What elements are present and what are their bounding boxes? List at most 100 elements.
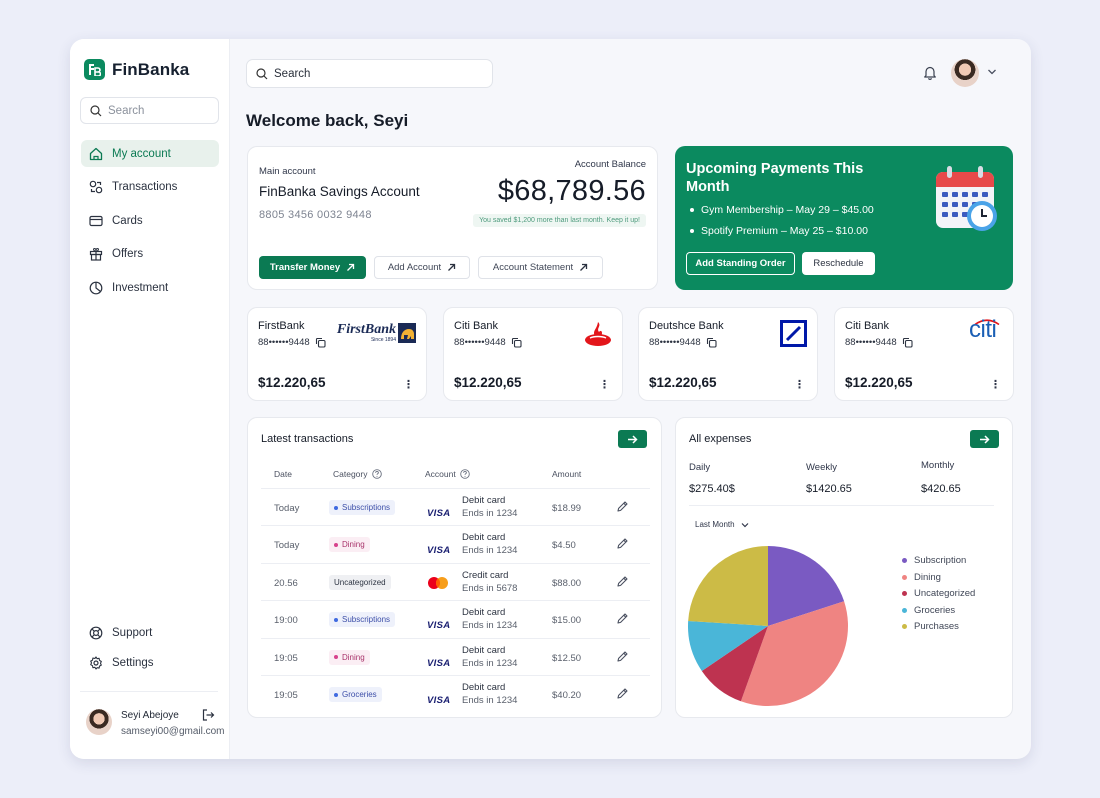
pie-slice-purchases[interactable] bbox=[688, 546, 768, 626]
account-type: Debit card bbox=[462, 495, 506, 506]
more-options-icon[interactable]: ⋮ bbox=[990, 379, 1001, 391]
table-row[interactable]: 20.56 Uncategorized Credit card Ends in 567… bbox=[261, 562, 650, 600]
visa-icon: VISA bbox=[427, 545, 451, 557]
sidebar-search-input[interactable]: Search bbox=[80, 97, 219, 124]
pie-slice-dining[interactable] bbox=[740, 601, 848, 706]
view-all-expenses-button[interactable] bbox=[970, 430, 999, 448]
bank-card-deutsche[interactable]: Deutshce Bank 88••••••9448 $12.220,65 ⋮ bbox=[638, 307, 818, 401]
weekly-label: Weekly bbox=[806, 462, 837, 473]
bank-name: Deutshce Bank bbox=[649, 320, 724, 332]
bank-name: Citi Bank bbox=[845, 320, 890, 332]
copy-icon[interactable] bbox=[706, 337, 717, 348]
sidebar-item-transactions[interactable]: Transactions bbox=[81, 174, 219, 201]
pie-legend: Subscription Dining Uncategorized Groceries… bbox=[902, 555, 975, 638]
help-icon[interactable] bbox=[371, 469, 382, 479]
sidebar-item-cards[interactable]: Cards bbox=[81, 207, 219, 234]
account-statement-button[interactable]: Account Statement bbox=[478, 256, 603, 279]
transfer-money-button[interactable]: Transfer Money bbox=[259, 256, 366, 279]
visa-icon: VISA bbox=[427, 695, 451, 706]
account-type: Debit card bbox=[462, 532, 506, 544]
reschedule-button[interactable]: Reschedule bbox=[802, 252, 875, 275]
copy-icon[interactable] bbox=[315, 337, 326, 348]
chevron-down-icon[interactable] bbox=[987, 68, 997, 76]
help-icon[interactable] bbox=[459, 469, 470, 479]
table-row[interactable]: Today Subscriptions VISA Debit card Ends in … bbox=[261, 488, 650, 525]
logout-icon[interactable] bbox=[201, 708, 215, 722]
bank-number: 88••••••9448 bbox=[649, 337, 717, 348]
card-brand: VISA bbox=[427, 615, 450, 633]
brand-logo[interactable]: FinBanka bbox=[84, 59, 189, 80]
sidebar-item-offers[interactable]: Offers bbox=[81, 241, 219, 268]
more-options-icon[interactable]: ⋮ bbox=[599, 379, 610, 391]
gear-icon bbox=[90, 655, 102, 670]
tx-date: 19:00 bbox=[274, 615, 298, 627]
legend-swatch bbox=[902, 574, 907, 580]
view-all-transactions-button[interactable] bbox=[618, 430, 647, 448]
edit-icon[interactable] bbox=[616, 575, 629, 588]
table-row[interactable]: 19:05 Groceries VISA Debit card Ends in 1234… bbox=[261, 675, 650, 712]
sidebar-divider bbox=[80, 691, 218, 692]
sidebar-item-support[interactable]: Support bbox=[81, 619, 219, 646]
edit-icon[interactable] bbox=[616, 537, 629, 550]
calendar-clock-icon bbox=[936, 166, 997, 231]
category-tag: Dining bbox=[329, 649, 370, 665]
santander-flame-logo bbox=[585, 322, 611, 346]
search-input[interactable]: Search bbox=[246, 59, 493, 88]
app-window: FinBanka Search My account Transactions … bbox=[70, 39, 1031, 759]
account-balance: $68,789.56 bbox=[497, 175, 646, 207]
col-header-account: Account bbox=[425, 469, 470, 479]
col-header-date: Date bbox=[274, 469, 292, 479]
brand-name: FinBanka bbox=[112, 59, 190, 79]
tag-dot bbox=[334, 617, 338, 622]
bank-number-text: 88••••••9448 bbox=[845, 337, 897, 348]
tag-dot bbox=[334, 692, 338, 697]
bank-card-citi[interactable]: Citi Bank 88••••••9448 $12.220,65 ⋮ bbox=[443, 307, 623, 401]
more-options-icon[interactable]: ⋮ bbox=[403, 379, 414, 391]
more-options-icon[interactable]: ⋮ bbox=[794, 379, 805, 391]
sidebar-item-label: Transactions bbox=[112, 181, 178, 193]
sidebar-item-investment[interactable]: Investment bbox=[81, 274, 219, 301]
main-account-label: Main account bbox=[259, 166, 316, 177]
account-number: 8805 3456 0032 9448 bbox=[259, 209, 372, 221]
account-type: Debit card bbox=[462, 607, 506, 619]
add-account-button[interactable]: Add Account bbox=[374, 256, 470, 279]
edit-icon[interactable] bbox=[616, 687, 629, 700]
edit-icon[interactable] bbox=[616, 650, 629, 663]
sidebar-item-label: Investment bbox=[112, 281, 169, 294]
bank-card-firstbank[interactable]: FirstBank 88••••••9448 FirstBank Since 1… bbox=[247, 307, 427, 401]
deutsche-bank-logo bbox=[780, 320, 807, 347]
table-row[interactable]: 19:00 Subscriptions VISA Debit card Ends in … bbox=[261, 600, 650, 637]
col-header-category-text: Category bbox=[333, 469, 368, 479]
sidebar-item-my-account[interactable]: My account bbox=[81, 140, 219, 167]
bell-icon[interactable] bbox=[923, 65, 937, 80]
table-row[interactable]: Today Dining VISA Debit card Ends in 1234 $4.… bbox=[261, 525, 650, 562]
bank-name: Citi Bank bbox=[454, 320, 499, 332]
pie-slice-uncategorized[interactable] bbox=[701, 626, 768, 702]
bank-number: 88••••••9448 bbox=[454, 337, 522, 348]
pie-slice-subscription[interactable] bbox=[768, 546, 845, 626]
header-avatar[interactable] bbox=[951, 59, 979, 87]
edit-icon[interactable] bbox=[616, 500, 629, 513]
copy-icon[interactable] bbox=[902, 337, 913, 348]
search-placeholder: Search bbox=[274, 67, 311, 80]
monthly-expense: Monthly $420.65 bbox=[921, 460, 961, 495]
sidebar-item-settings[interactable]: Settings bbox=[81, 649, 219, 676]
table-row[interactable]: 19:05 Dining VISA Debit card Ends in 1234 $12… bbox=[261, 637, 650, 675]
card-brand: VISA bbox=[427, 540, 450, 558]
legend-label: Dining bbox=[914, 571, 941, 583]
monthly-label: Monthly bbox=[921, 460, 955, 471]
pie-slice-groceries[interactable] bbox=[688, 620, 768, 671]
add-standing-order-button[interactable]: Add Standing Order bbox=[686, 252, 795, 275]
edit-icon[interactable] bbox=[616, 612, 629, 625]
avatar[interactable] bbox=[86, 709, 112, 735]
account-type: Debit card bbox=[462, 644, 506, 656]
copy-icon[interactable] bbox=[511, 337, 522, 348]
legend-item: Purchases bbox=[902, 621, 975, 632]
chevron-down-icon bbox=[741, 522, 749, 527]
bank-card-citi-2[interactable]: Citi Bank 88••••••9448 citi $12.220,65 ⋮ bbox=[834, 307, 1014, 401]
legend-item: Subscription bbox=[902, 555, 975, 566]
tx-date: 19:05 bbox=[274, 652, 298, 664]
tx-amount: $12.50 bbox=[552, 652, 582, 664]
transactions-title: Latest transactions bbox=[261, 433, 354, 445]
period-select[interactable]: Last Month bbox=[695, 520, 749, 529]
